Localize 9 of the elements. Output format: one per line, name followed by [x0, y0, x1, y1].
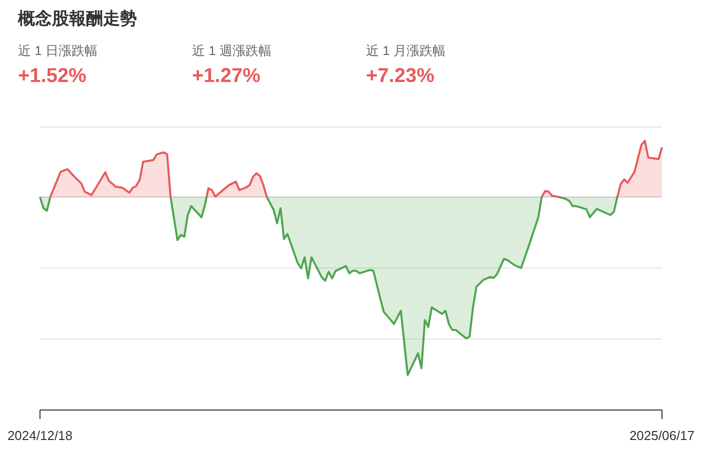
- text: 近 1 月漲跌幅: [366, 43, 446, 58]
- text: +1.52%: [18, 65, 87, 87]
- x-tick-label: 2025/06/17: [629, 428, 695, 443]
- chart-title: 概念股報酬走勢: [17, 9, 137, 28]
- text: +7.23%: [366, 65, 435, 87]
- text: 近 1 日漲跌幅: [18, 43, 98, 58]
- text: 近 1 週漲跌幅: [192, 43, 272, 58]
- text: +1.27%: [192, 65, 261, 87]
- x-tick-label: 2024/12/18: [7, 428, 73, 443]
